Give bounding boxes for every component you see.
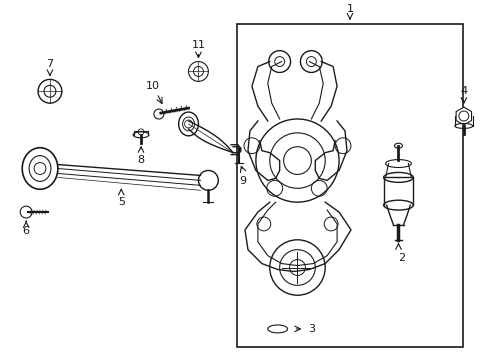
Text: 8: 8 [138, 155, 145, 165]
Text: 3: 3 [308, 324, 316, 334]
Bar [384, 177, 414, 205]
Text: 10: 10 [146, 81, 160, 91]
Text: 11: 11 [192, 40, 205, 50]
Bar [237, 24, 463, 347]
Text: 2: 2 [398, 253, 405, 263]
Text: 7: 7 [47, 59, 53, 69]
Text: 9: 9 [240, 176, 246, 186]
Text: 5: 5 [118, 197, 125, 207]
Polygon shape [456, 107, 471, 125]
Text: 1: 1 [346, 4, 353, 14]
Text: 6: 6 [23, 226, 30, 236]
Text: 4: 4 [460, 86, 467, 96]
